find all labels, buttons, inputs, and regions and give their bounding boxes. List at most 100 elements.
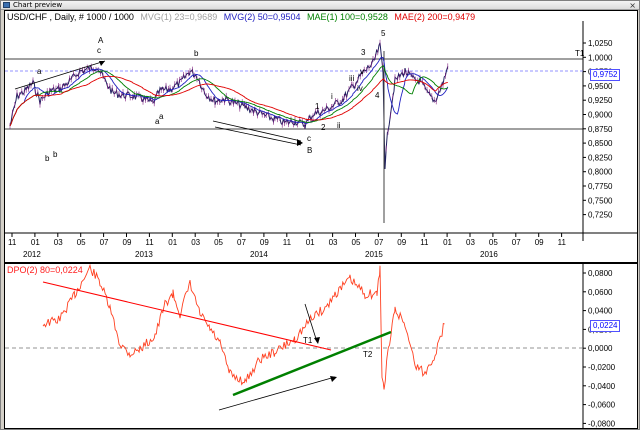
x-tick-label: 11 <box>145 238 154 247</box>
legend-mvg1: MVG(1) 23=0,9689 <box>140 12 218 22</box>
current-dpo-badge: 0,0224 <box>590 320 621 332</box>
legend-mae1: MAE(1) 100=0,9528 <box>307 12 388 22</box>
x-tick-label: 01 <box>168 238 177 247</box>
moving-average-1 <box>9 56 449 127</box>
price-chart-svg[interactable]: 1,02501,00000,97500,95000,92500,90000,87… <box>5 11 638 263</box>
x-tick-label: 01 <box>443 238 452 247</box>
x-tick-label: 11 <box>8 238 17 247</box>
t1-label: T1 <box>303 336 313 345</box>
arrow-head <box>330 376 337 382</box>
upper-trend-arrow <box>14 60 106 90</box>
y-tick-label: 0,8250 <box>588 153 613 162</box>
wave-label-a2: a <box>155 117 160 126</box>
x-tick-label: 01 <box>31 238 40 247</box>
wave-label-a: a <box>37 67 42 76</box>
dpo-legend: DPO(2) 80=0,0224 <box>7 265 83 275</box>
price-chart-panel[interactable]: USD/CHF , Daily, # 1000 / 1000 MVG(1) 23… <box>4 10 638 263</box>
dpo-up-arrow <box>218 376 336 411</box>
wave-label-B: B <box>307 146 312 155</box>
dpo-y-tick-label: -0,0600 <box>588 401 616 410</box>
y-tick-label: 1,0000 <box>588 53 613 62</box>
x-tick-label: 11 <box>283 238 292 247</box>
x-tick-label: 07 <box>512 238 521 247</box>
y-tick-label: 0,8500 <box>588 139 613 148</box>
wave-label-4: 4 <box>375 91 380 100</box>
x-tick-label: 03 <box>191 238 200 247</box>
x-tick-label: 09 <box>123 238 132 247</box>
x-year-label: 2012 <box>23 250 41 259</box>
wave-label-v: v <box>360 67 364 76</box>
wave-label-c: c <box>97 46 101 55</box>
y-tick-label: 0,7250 <box>588 211 613 220</box>
x-tick-label: 01 <box>306 238 315 247</box>
x-tick-label: 05 <box>489 238 498 247</box>
wave-label-i: i <box>331 92 333 101</box>
y-tick-label: 0,9000 <box>588 111 613 120</box>
wave-label-2: 2 <box>321 123 326 132</box>
current-price-badge: 0,9752 <box>590 69 621 81</box>
dpo-y-tick-label: 0,0800 <box>588 269 613 278</box>
wave-label-a: a <box>159 112 164 121</box>
dpo-chart-svg[interactable]: 0,08000,06000,04000,02000,0000-0,0200-0,… <box>5 264 638 429</box>
wave-label-c: c <box>307 134 311 143</box>
dpo-series <box>42 264 445 390</box>
x-year-label: 2016 <box>480 250 498 259</box>
legend-mvg2: MVG(2) 50=0,9504 <box>223 12 301 22</box>
wave-label-1: 1 <box>315 102 320 111</box>
y-tick-label: 0,8750 <box>588 125 613 134</box>
dpo-down-arrow <box>304 303 318 343</box>
dpo-y-tick-label: 0,0000 <box>588 344 613 353</box>
x-tick-label: 03 <box>329 238 338 247</box>
x-tick-label: 05 <box>214 238 223 247</box>
window-title: Chart preview <box>13 1 63 9</box>
lower-trend-arrow-a <box>212 120 302 142</box>
x-tick-label: 05 <box>77 238 86 247</box>
price-legend: USD/CHF , Daily, # 1000 / 1000 MVG(1) 23… <box>7 12 479 22</box>
t1-label: T1 <box>575 49 585 58</box>
wave-label-iii: iii <box>349 74 355 83</box>
x-year-label: 2014 <box>250 250 268 259</box>
x-year-label: 2013 <box>135 250 153 259</box>
y-tick-label: 0,7500 <box>588 196 613 205</box>
red-trendline <box>42 281 332 351</box>
price-series <box>9 42 449 170</box>
app-icon <box>3 2 10 8</box>
x-tick-label: 07 <box>374 238 383 247</box>
wave-label-b: b <box>53 150 58 159</box>
x-year-label: 2015 <box>365 250 383 259</box>
close-icon[interactable]: × <box>629 1 636 10</box>
dpo-y-tick-label: -0,0800 <box>588 419 616 428</box>
moving-average-2 <box>9 65 448 127</box>
dpo-chart-panel[interactable]: DPO(2) 80=0,0224 0,08000,06000,04000,020… <box>4 263 638 429</box>
wave-label-b2: b <box>45 154 50 163</box>
lower-trend-arrow-b <box>214 126 302 146</box>
y-tick-label: 1,0250 <box>588 39 613 48</box>
dpo-y-tick-label: -0,0400 <box>588 382 616 391</box>
wave-label-b: b <box>194 49 199 58</box>
wave-label-3: 3 <box>361 48 366 57</box>
arrow-head <box>314 337 320 344</box>
dpo-y-tick-label: 0,0400 <box>588 307 613 316</box>
dpo-y-tick-label: 0,0600 <box>588 288 613 297</box>
title-bar[interactable]: Chart preview × <box>1 1 639 10</box>
x-tick-label: 09 <box>397 238 406 247</box>
t2-label: T2 <box>363 350 373 359</box>
x-tick-label: 11 <box>420 238 429 247</box>
y-tick-label: 0,8000 <box>588 168 613 177</box>
wave-label-A: A <box>98 36 104 45</box>
y-tick-label: 0,9250 <box>588 96 613 105</box>
x-tick-label: 03 <box>54 238 63 247</box>
arrow-head <box>297 139 303 146</box>
x-tick-label: 09 <box>260 238 269 247</box>
moving-average-3 <box>9 75 448 127</box>
legend-mae2: MAE(2) 200=0,9479 <box>394 12 476 22</box>
x-tick-label: 11 <box>558 238 567 247</box>
arrow-head <box>99 61 105 66</box>
x-tick-label: 07 <box>237 238 246 247</box>
dpo-y-tick-label: -0,0200 <box>588 363 616 372</box>
legend-symbol: USD/CHF , Daily, # 1000 / 1000 <box>7 12 134 22</box>
x-tick-label: 05 <box>352 238 361 247</box>
wave-label-ii: ii <box>337 121 341 130</box>
x-tick-label: 09 <box>535 238 544 247</box>
